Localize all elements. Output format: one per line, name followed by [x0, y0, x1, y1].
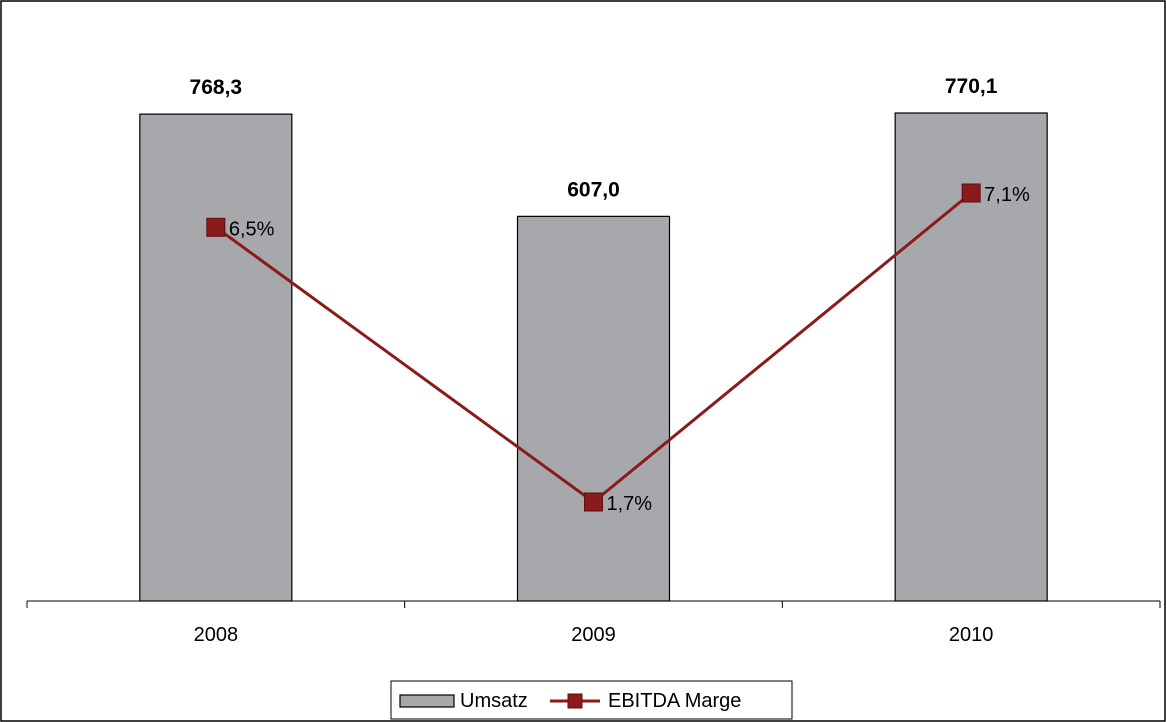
x-axis-ticks: [26, 601, 1161, 608]
bar-value-label-2010: 770,1: [945, 75, 998, 98]
x-axis-tick-labels: 2008 2009 2010: [194, 624, 994, 646]
legend-marker-ebitda: [567, 693, 583, 709]
ebitda-value-label-2010: 7,1%: [984, 184, 1030, 206]
legend: Umsatz EBITDA Marge: [390, 680, 793, 720]
bar-umsatz-2008: [139, 113, 293, 602]
x-tick-label-2009: 2009: [571, 624, 616, 646]
ebitda-value-label-2008: 6,5%: [229, 218, 275, 240]
bar-value-label-2009: 607,0: [567, 178, 620, 201]
x-tick-label-2010: 2010: [949, 624, 994, 646]
bar-series-umsatz: [139, 112, 1048, 602]
bar-value-labels: 768,3 607,0 770,1: [190, 75, 998, 201]
bar-value-label-2008: 768,3: [190, 76, 243, 99]
legend-box: [390, 680, 793, 720]
ebitda-marker-2010: [961, 183, 981, 203]
legend-swatch-umsatz: [399, 694, 455, 708]
x-tick-label-2008: 2008: [194, 624, 239, 646]
bar-umsatz-2009: [516, 215, 671, 602]
ebitda-marker-2009: [584, 492, 603, 512]
ebitda-marker-2008: [206, 217, 226, 237]
legend-label-umsatz: Umsatz: [460, 690, 528, 712]
line-series-ebitda-marge: [206, 183, 981, 512]
line-value-labels: 6,5% 1,7% 7,1%: [229, 184, 1030, 515]
legend-label-ebitda-marge: EBITDA Marge: [608, 690, 741, 712]
ebitda-value-label-2009: 1,7%: [607, 493, 653, 515]
